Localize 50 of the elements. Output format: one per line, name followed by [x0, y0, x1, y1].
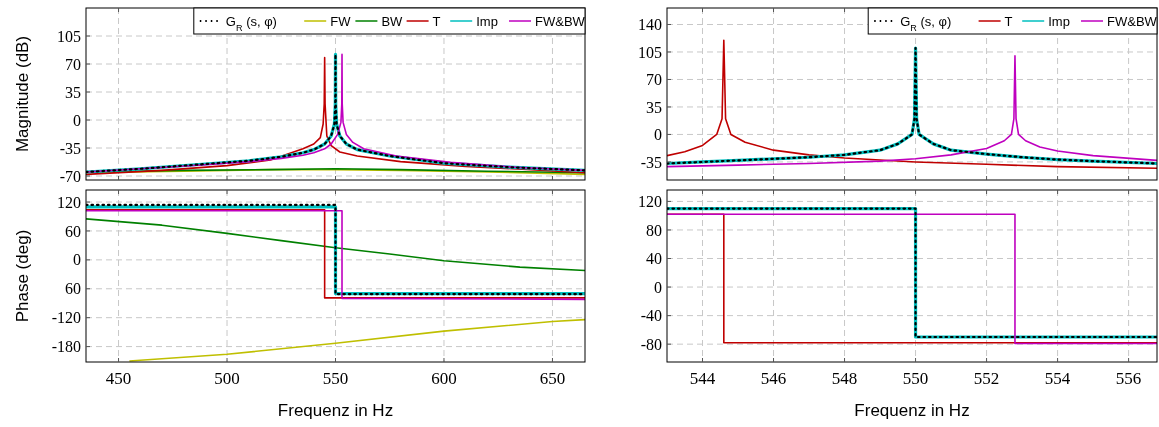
x-axis-title: Frequenz in Hz	[854, 401, 970, 420]
y-tick-label: -180	[51, 338, 81, 356]
x-tick-label: 650	[539, 369, 566, 388]
y-tick-label: 120	[638, 193, 662, 211]
x-tick-label: 554	[1044, 369, 1071, 388]
x-tick-label: 450	[105, 369, 132, 388]
y-tick-label: 60	[65, 280, 81, 298]
y-tick-label: 40	[646, 250, 662, 268]
x-tick-label: 548	[831, 369, 858, 388]
y-tick-label: -70	[59, 167, 81, 185]
y-tick-label: 0	[73, 111, 81, 129]
y-tick-label: 105	[57, 27, 81, 45]
legend-label: FW&BW	[535, 14, 586, 29]
x-tick-label: 500	[214, 369, 240, 388]
y-tick-label: -35	[640, 153, 662, 171]
y-tick-label: 70	[646, 71, 662, 89]
legend-label: FW&BW	[1107, 14, 1158, 29]
y-tick-label: 120	[57, 193, 81, 211]
x-tick-label: 550	[322, 369, 349, 388]
legend-label: FW	[330, 14, 352, 29]
y-tick-label: -40	[640, 307, 662, 325]
legend-label: G$_{R}$ (s, φ)	[225, 14, 277, 33]
x-tick-label: 550	[902, 369, 929, 388]
y-tick-label: 140	[638, 16, 662, 34]
y-tick-label: 105	[638, 43, 662, 61]
legend-label: BW	[381, 14, 404, 29]
y-tick-label: 0	[654, 278, 662, 296]
y-tick-label: 35	[65, 83, 81, 101]
y-axis-title: Magnitude (dB)	[13, 35, 32, 153]
y-tick-label: -35	[59, 139, 81, 157]
x-tick-label: 600	[431, 369, 457, 388]
legend-label: T	[1004, 14, 1013, 29]
x-tick-label: 544	[689, 369, 716, 388]
x-tick-label: 552	[973, 369, 1000, 388]
legend-label: T	[432, 14, 441, 29]
legend-label: Imp	[1048, 14, 1070, 29]
y-tick-label: 0	[73, 251, 81, 269]
x-tick-label: 556	[1115, 369, 1142, 388]
y-tick-label: 0	[654, 126, 662, 144]
legend-label: G$_{R}$ (s, φ)	[900, 14, 952, 33]
x-axis-title: Frequenz in Hz	[277, 401, 394, 420]
y-axis-title: Phase (deg)	[13, 229, 32, 323]
x-tick-label: 546	[760, 369, 787, 388]
y-tick-label: -120	[51, 309, 81, 327]
y-tick-label: 35	[646, 98, 662, 116]
y-tick-label: 80	[646, 221, 662, 239]
y-tick-label: -80	[640, 335, 662, 353]
y-tick-label: 60	[65, 222, 81, 240]
legend-label: Imp	[476, 14, 498, 29]
y-tick-label: 70	[65, 55, 81, 73]
